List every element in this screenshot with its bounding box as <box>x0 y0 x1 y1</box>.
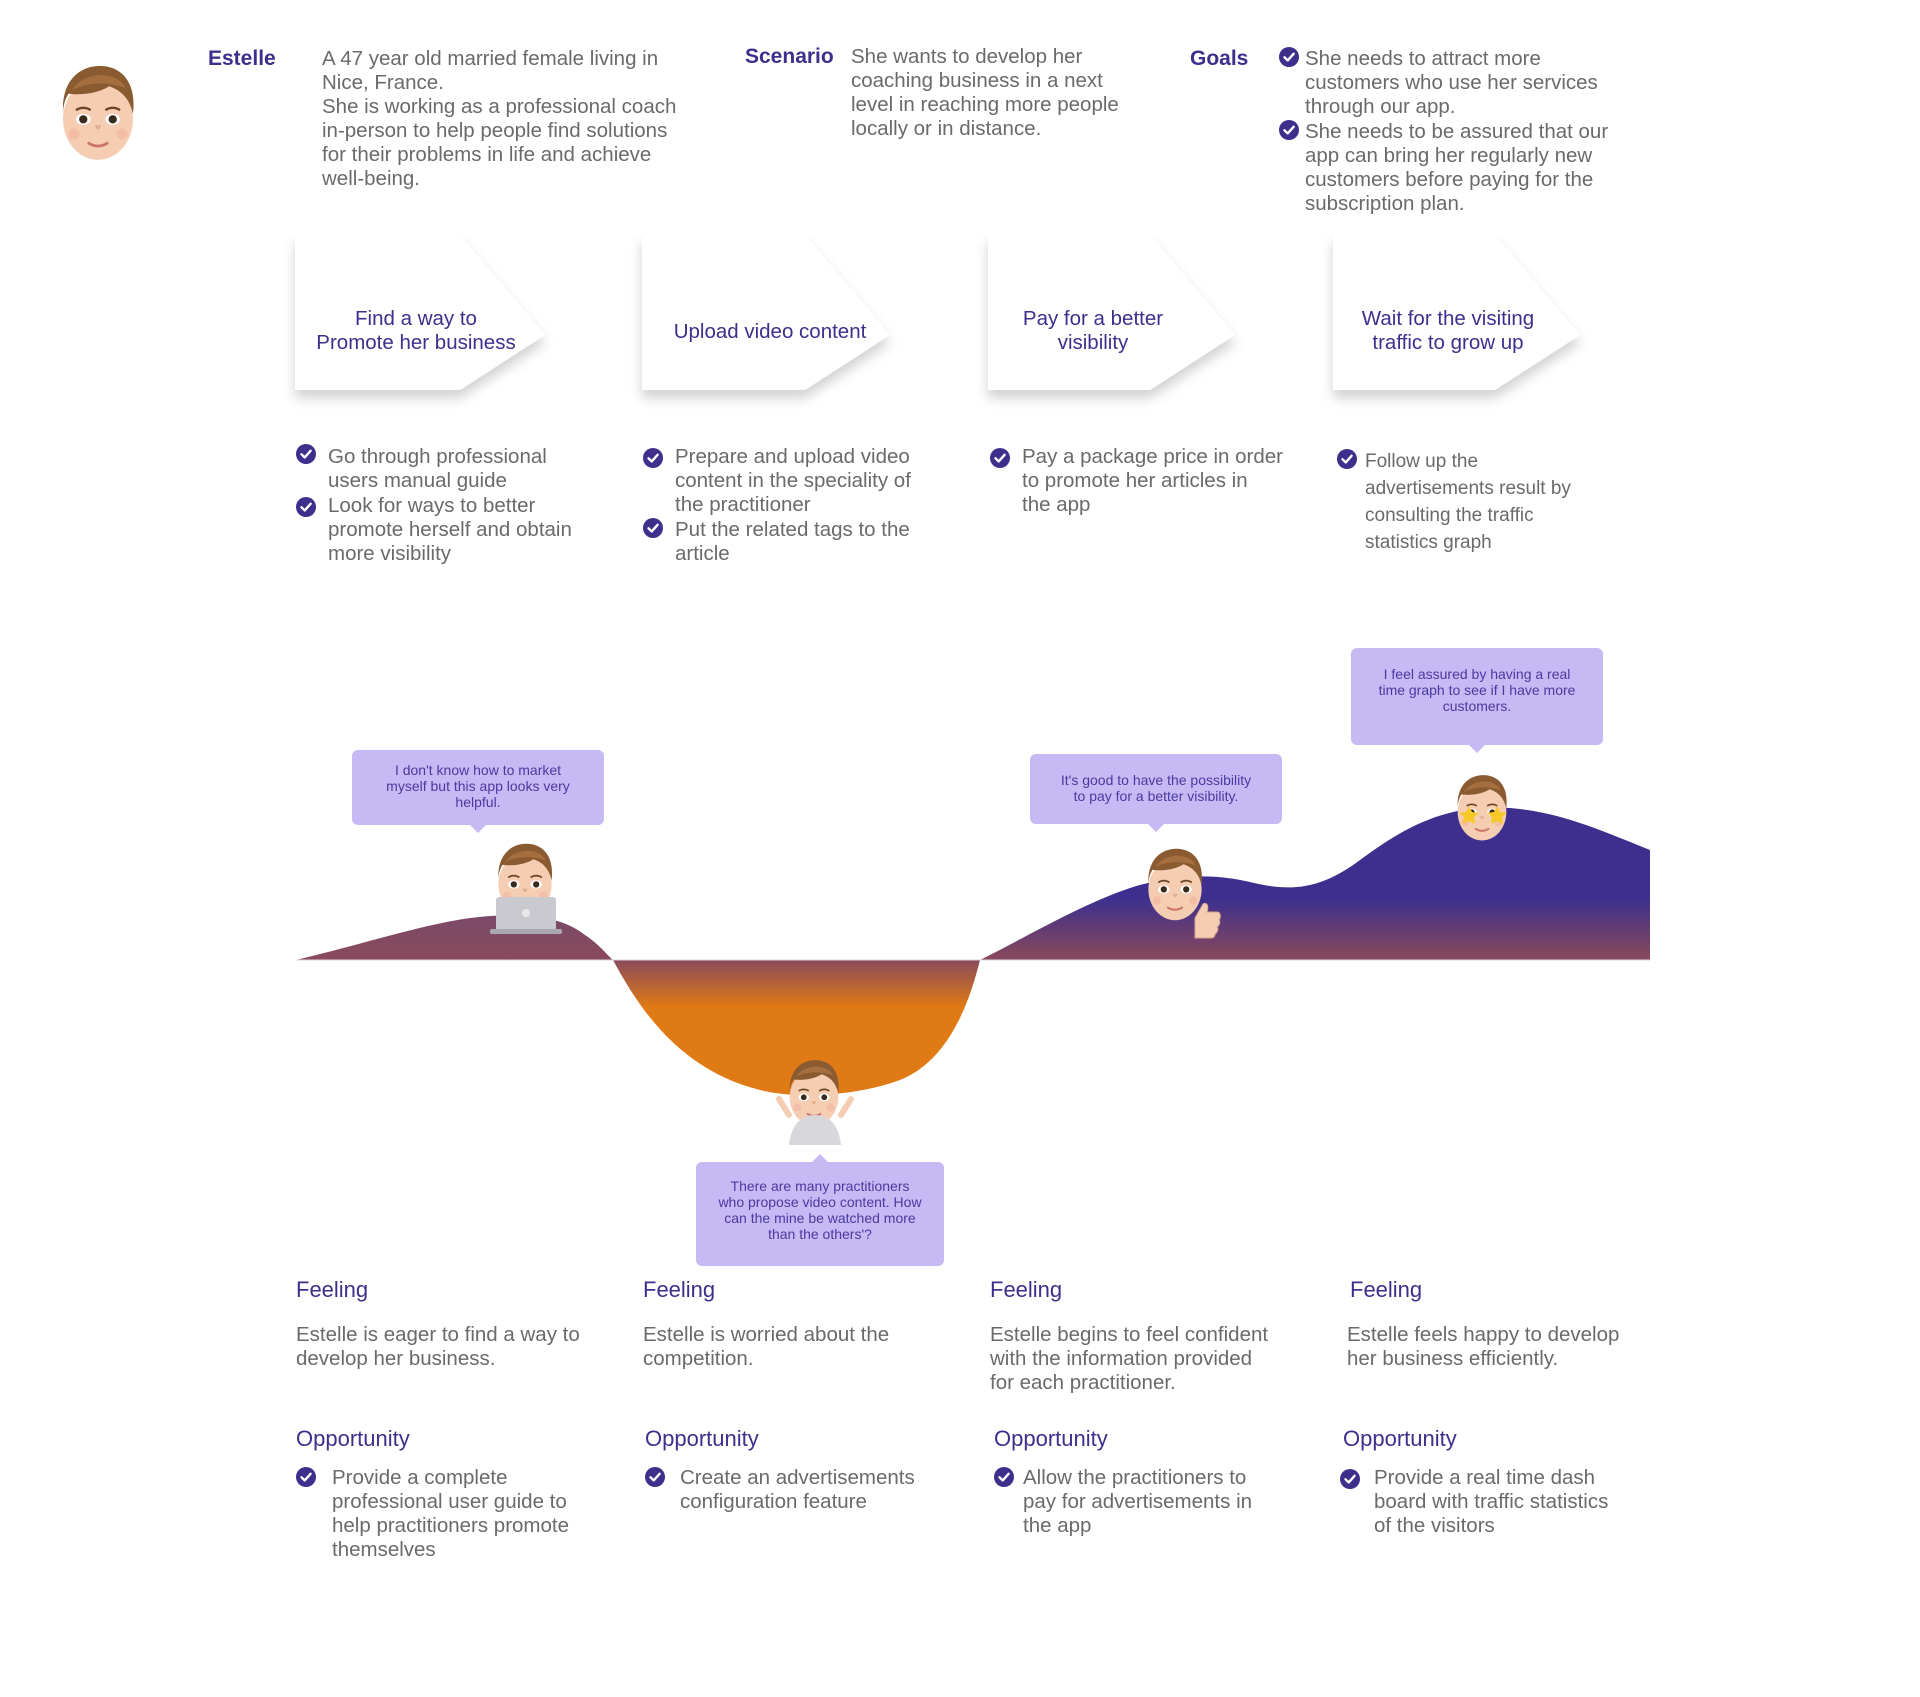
feeling-title-4: Feeling <box>1350 1277 1423 1302</box>
shrug-body-icon <box>776 1096 854 1145</box>
feeling-title-2: Feeling <box>643 1277 716 1302</box>
opportunity-title-4: Opportunity <box>1343 1426 1457 1451</box>
step-chevron-4 <box>1333 235 1580 390</box>
curve-segment-1 <box>296 915 613 960</box>
step-title-4: Wait for the visiting traffic to grow up <box>1361 307 1535 354</box>
quote-bubble-2: There are many practitioners who propose … <box>696 1154 944 1266</box>
goal-item: She needs to be assured that our app can … <box>1305 120 1609 215</box>
check-icon <box>994 1467 1014 1487</box>
feeling-text-2: Estelle is worried about the competition. <box>643 1323 890 1370</box>
star-eyes-icon <box>1459 806 1507 824</box>
step-action: Prepare and upload video content in the s… <box>675 445 911 516</box>
step-action: Follow up the advertisements result by co… <box>1365 451 1571 553</box>
opportunity-item-2: Create an advertisements configuration fe… <box>680 1466 915 1513</box>
check-icon <box>1340 1469 1360 1489</box>
check-icon <box>645 1467 665 1487</box>
check-icon <box>296 1467 316 1487</box>
feeling-text-3: Estelle begins to feel confident with the… <box>990 1323 1269 1394</box>
opportunity-title-2: Opportunity <box>645 1426 759 1451</box>
thumbs-up-icon <box>1194 903 1221 939</box>
quote-bubble-3: It's good to have the possibility to pay … <box>1030 754 1282 832</box>
persona-name: Estelle <box>208 47 276 70</box>
step-chevrons <box>295 235 1580 390</box>
feeling-text-4: Estelle feels happy to develop her busine… <box>1347 1323 1620 1370</box>
persona-bio: A 47 year old married female living in Ni… <box>322 47 677 190</box>
feeling-text-1: Estelle is eager to find a way to develop… <box>296 1323 580 1370</box>
step-title-1: Find a way to Promote her business <box>316 307 516 354</box>
feeling-title-3: Feeling <box>990 1277 1063 1302</box>
step-action: Put the related tags to the article <box>675 518 910 565</box>
quote-bubble-1: I don't know how to market myself but thi… <box>352 750 604 833</box>
opportunity-item-4: Provide a real time dash board with traff… <box>1374 1466 1609 1537</box>
scenario-text: She wants to develop her coaching busines… <box>851 45 1119 140</box>
step-action: Look for ways to better promote herself a… <box>328 494 572 565</box>
opportunity-title-3: Opportunity <box>994 1426 1108 1451</box>
goals-label: Goals <box>1190 47 1249 70</box>
step-action: Pay a package price in order to promote h… <box>1022 445 1283 516</box>
opportunity-item-3: Allow the practitioners to pay for advert… <box>1023 1466 1253 1537</box>
opportunity-item-1: Provide a complete professional user guid… <box>332 1466 570 1561</box>
laptop-icon <box>490 897 562 934</box>
quote-bubble-4: I feel assured by having a real time grap… <box>1351 648 1603 753</box>
scenario-label: Scenario <box>745 45 834 68</box>
curve-segment-3 <box>980 807 1650 960</box>
feeling-title-1: Feeling <box>296 1277 369 1302</box>
curve-segment-2 <box>613 960 980 1096</box>
step-chevron-1 <box>295 235 545 390</box>
step-chevron-2 <box>642 235 890 390</box>
step-title-3: Pay for a better visibility <box>1022 307 1164 354</box>
goal-item: She needs to attract more customers who u… <box>1305 47 1598 118</box>
step-action: Go through professional users manual guid… <box>328 445 547 492</box>
step-title-2: Upload video content <box>673 320 867 343</box>
step-chevron-3 <box>988 235 1235 390</box>
opportunity-title-1: Opportunity <box>296 1426 410 1451</box>
